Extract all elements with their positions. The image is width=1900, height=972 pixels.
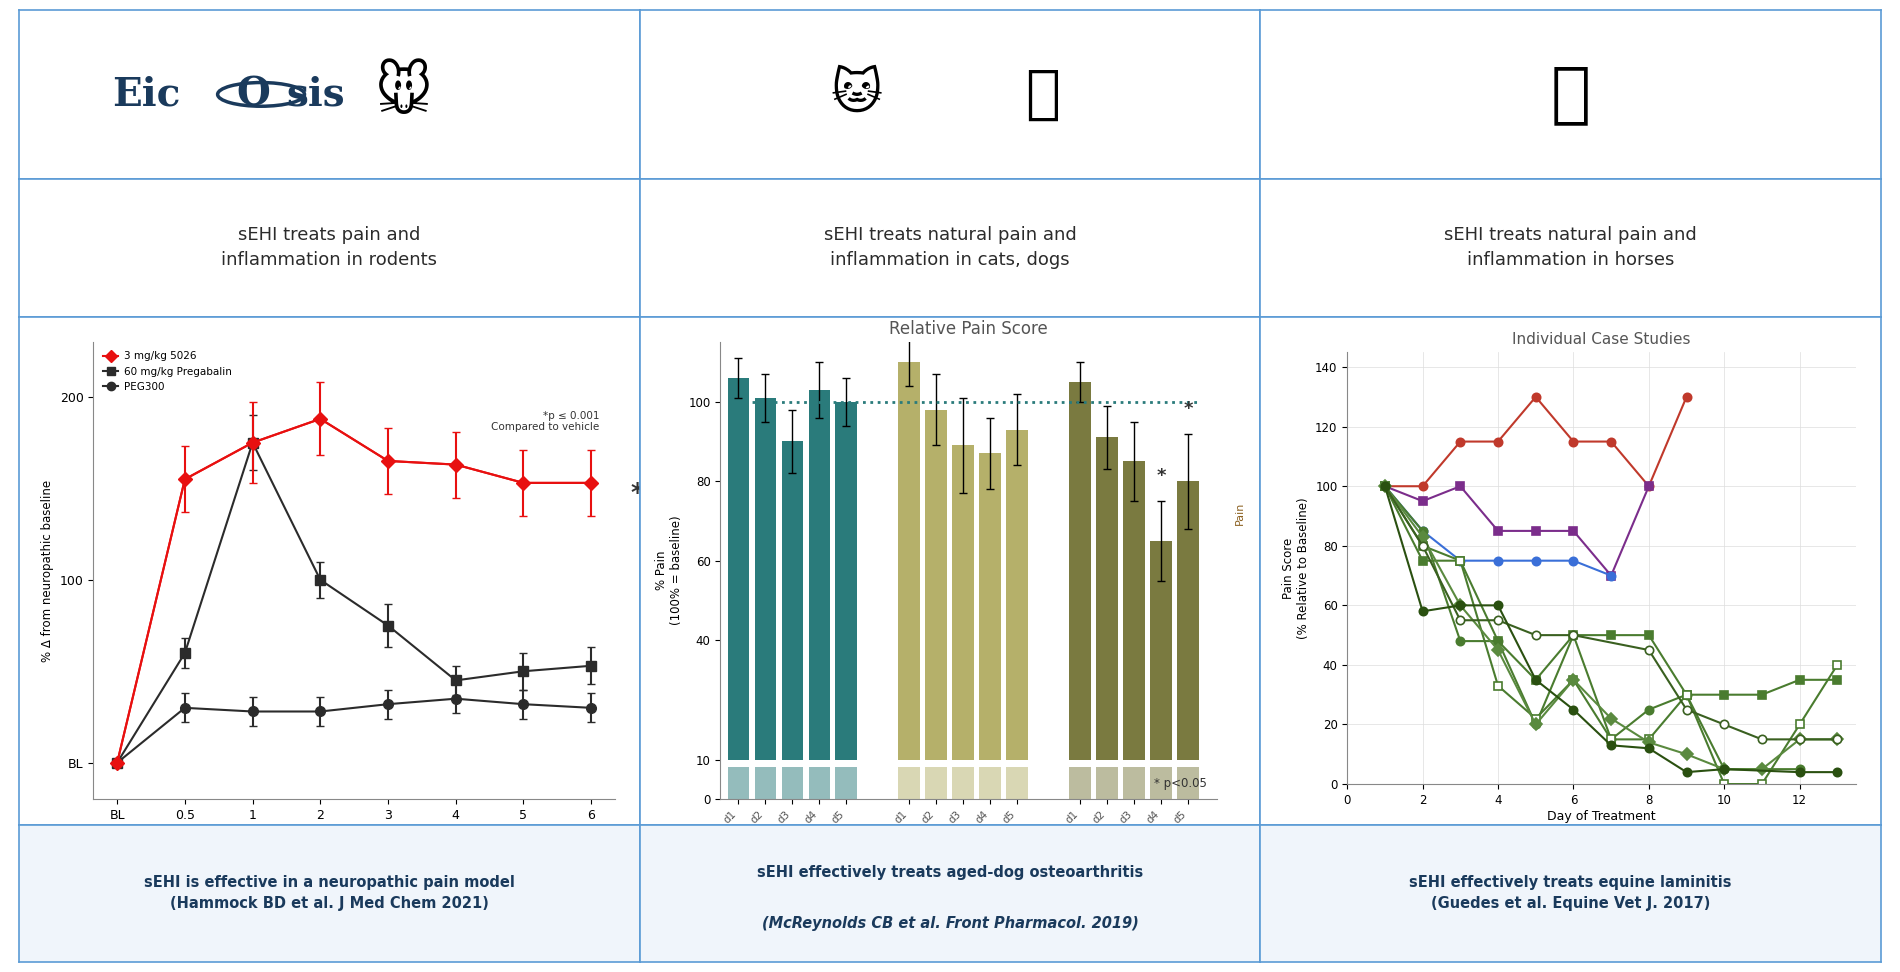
Text: sEHI effectively treats aged-dog osteoarthritis: sEHI effectively treats aged-dog osteoar… [756,865,1144,881]
Text: O: O [236,76,270,114]
Text: 🐕: 🐕 [1026,66,1060,122]
Text: sEHI treats natural pain and
inflammation in cats, dogs: sEHI treats natural pain and inflammatio… [823,226,1077,269]
Text: sEHI effectively treats equine laminitis
(Guedes et al. Equine Vet J. 2017): sEHI effectively treats equine laminitis… [1410,876,1733,912]
Text: (McReynolds CB et al. Front Pharmacol. 2019): (McReynolds CB et al. Front Pharmacol. 2… [762,917,1138,931]
Text: Eic: Eic [112,76,180,114]
Text: 🐱: 🐱 [830,70,884,119]
Text: sEHI treats pain and
inflammation in rodents: sEHI treats pain and inflammation in rod… [220,226,437,269]
Text: 🐭: 🐭 [374,66,433,122]
Text: sEHI is effective in a neuropathic pain model
(Hammock BD et al. J Med Chem 2021: sEHI is effective in a neuropathic pain … [144,876,515,912]
Text: 🐴: 🐴 [1550,61,1590,127]
Text: sis: sis [285,76,344,114]
Text: sEHI treats natural pain and
inflammation in horses: sEHI treats natural pain and inflammatio… [1444,226,1697,269]
